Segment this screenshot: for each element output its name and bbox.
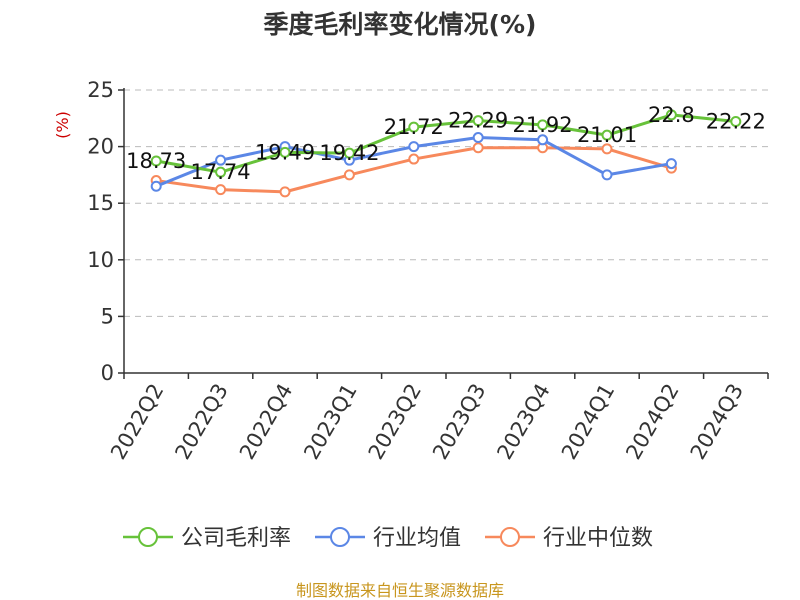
- legend: 公司毛利率 行业均值 行业中位数: [123, 526, 653, 551]
- y-tick-label: 25: [87, 78, 114, 102]
- x-tick-label: 2022Q4: [235, 380, 297, 464]
- legend-label: 公司毛利率: [181, 526, 291, 551]
- x-tick-label: 2022Q2: [106, 380, 168, 464]
- data-point: [150, 180, 162, 192]
- chart-title: 季度毛利率变化情况(%): [264, 10, 537, 39]
- data-point: [408, 141, 420, 153]
- data-point: [472, 142, 484, 154]
- y-tick-label: 15: [87, 191, 114, 215]
- data-point: [537, 134, 549, 146]
- data-point: [537, 119, 549, 131]
- x-tick-label: 2023Q2: [364, 380, 426, 464]
- legend-marker-icon: [500, 527, 520, 547]
- data-point: [665, 109, 677, 121]
- x-tick-label: 2022Q3: [170, 380, 232, 464]
- data-label: 22.8: [648, 103, 695, 127]
- data-label: 18.73: [126, 149, 186, 173]
- x-tick-label: 2023Q3: [428, 380, 490, 464]
- y-tick-label: 10: [87, 248, 114, 272]
- legend-label: 行业中位数: [543, 526, 653, 551]
- data-point: [665, 158, 677, 170]
- data-label: 21.01: [577, 123, 637, 147]
- y-tick-label: 20: [87, 135, 114, 159]
- series-line: [155, 113, 736, 174]
- data-label: 19.49: [255, 140, 315, 164]
- data-point: [279, 186, 291, 198]
- data-point: [472, 115, 484, 127]
- data-label: 19.42: [319, 141, 379, 165]
- data-label: 22.29: [448, 109, 508, 133]
- data-point: [408, 153, 420, 165]
- y-tick-label: 5: [101, 304, 114, 328]
- legend-label: 行业均值: [373, 526, 461, 551]
- y-tick-label: 0: [101, 361, 114, 385]
- source-note: 制图数据来自恒生聚源数据库: [296, 581, 504, 600]
- data-point: [279, 146, 291, 158]
- data-label: 22.22: [706, 109, 766, 133]
- y-axis-label: (%): [53, 111, 72, 139]
- legend-item: 公司毛利率: [123, 526, 291, 551]
- x-tick-label: 2024Q1: [557, 380, 619, 464]
- legend-item: 行业均值: [315, 526, 461, 551]
- data-point: [601, 169, 613, 181]
- legend-marker-icon: [138, 527, 158, 547]
- data-point: [343, 147, 355, 159]
- data-point: [150, 155, 162, 167]
- data-point: [730, 115, 742, 127]
- data-label: 17.74: [191, 160, 251, 184]
- gridlines: [124, 89, 768, 317]
- legend-item: 行业中位数: [485, 526, 653, 551]
- data-label: 21.92: [513, 113, 573, 137]
- x-tick-label: 2024Q2: [621, 380, 683, 464]
- data-point: [408, 121, 420, 133]
- legend-marker-icon: [330, 527, 350, 547]
- data-point: [343, 169, 355, 181]
- series-layer: [150, 109, 742, 198]
- data-point: [601, 129, 613, 141]
- data-point: [472, 132, 484, 144]
- data-point: [215, 154, 227, 166]
- x-tick-label: 2024Q3: [686, 380, 748, 464]
- data-point: [215, 166, 227, 178]
- data-point: [601, 143, 613, 155]
- x-tick-label: 2023Q4: [492, 380, 554, 464]
- x-tick-label: 2023Q1: [299, 380, 361, 464]
- data-label: 21.72: [384, 115, 444, 139]
- data-point: [215, 184, 227, 196]
